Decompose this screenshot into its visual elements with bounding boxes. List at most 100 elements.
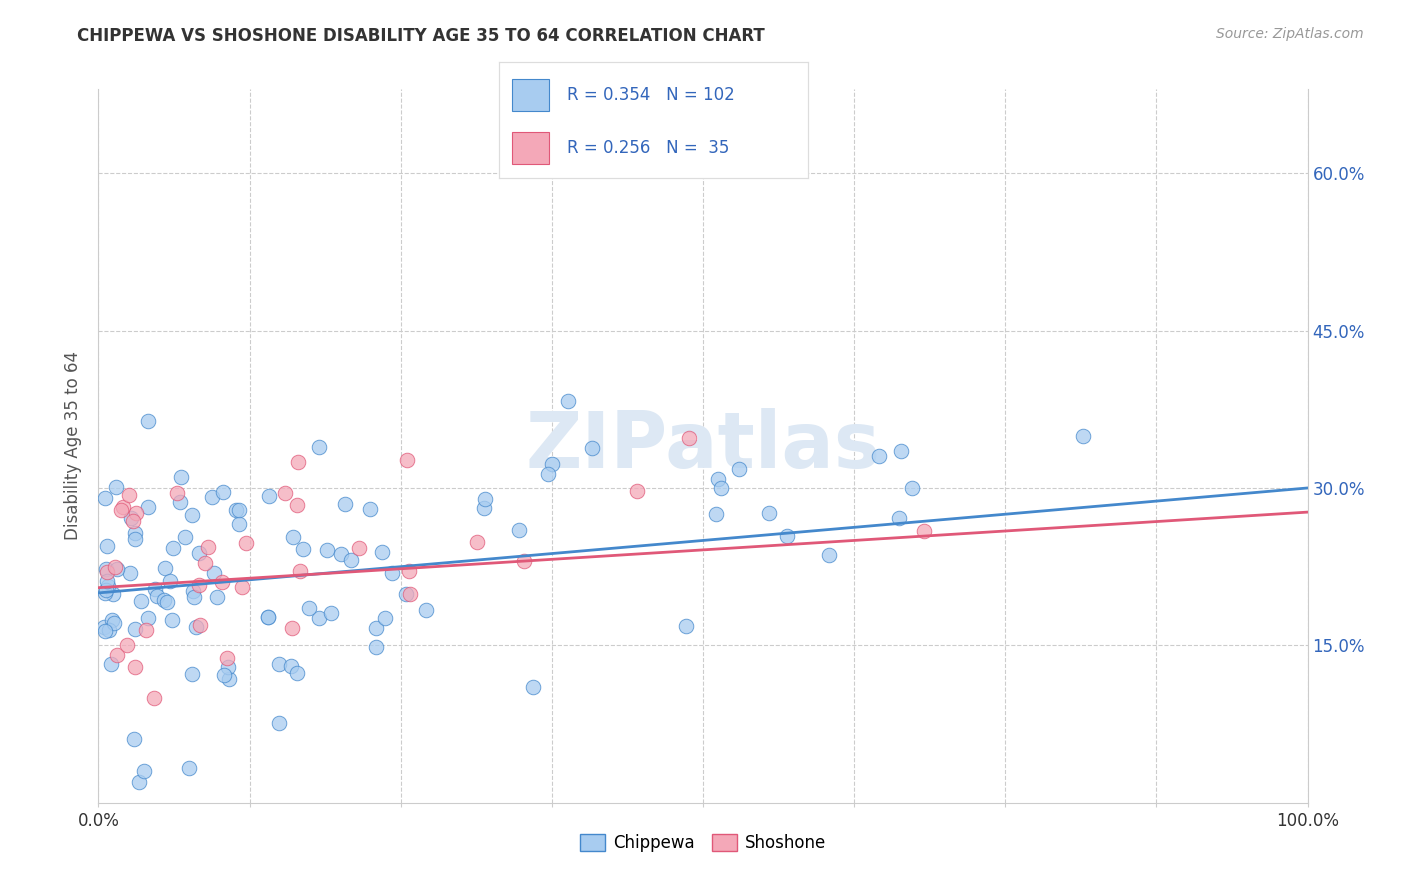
Chippewa [156, 594, 179, 608]
Chippewa [269, 657, 291, 671]
Chippewa [153, 561, 176, 575]
Chippewa [136, 414, 159, 428]
Chippewa [333, 497, 356, 511]
Chippewa [181, 583, 204, 598]
Chippewa [162, 541, 184, 555]
Chippewa [522, 680, 544, 694]
Chippewa [675, 619, 697, 633]
Bar [512, 78, 548, 112]
Chippewa [364, 640, 387, 654]
Shoshone [125, 507, 148, 521]
Chippewa [225, 502, 247, 516]
Shoshone [105, 648, 128, 663]
Shoshone [347, 541, 370, 556]
Chippewa [818, 548, 841, 562]
Shoshone [104, 560, 127, 574]
Chippewa [124, 622, 146, 636]
Y-axis label: Disability Age 35 to 64: Disability Age 35 to 64 [65, 351, 83, 541]
Chippewa [890, 443, 912, 458]
Legend: Chippewa, Shoshone: Chippewa, Shoshone [574, 827, 832, 859]
Chippewa [508, 523, 530, 537]
Chippewa [100, 657, 122, 671]
Shoshone [231, 580, 253, 594]
Chippewa [105, 562, 128, 576]
Shoshone [215, 651, 238, 665]
Chippewa [96, 539, 118, 553]
Text: Source: ZipAtlas.com: Source: ZipAtlas.com [1216, 27, 1364, 41]
Chippewa [256, 610, 278, 624]
Chippewa [174, 530, 197, 544]
Chippewa [145, 582, 167, 596]
Chippewa [183, 590, 205, 604]
Chippewa [218, 672, 240, 686]
Chippewa [776, 528, 799, 542]
Shoshone [118, 488, 141, 502]
Shoshone [395, 453, 418, 467]
Chippewa [94, 624, 117, 639]
Chippewa [96, 574, 118, 589]
Shoshone [914, 524, 936, 538]
Chippewa [181, 667, 204, 681]
Chippewa [129, 594, 152, 608]
Chippewa [101, 587, 124, 601]
Shoshone [285, 499, 308, 513]
Chippewa [132, 764, 155, 779]
Chippewa [758, 506, 780, 520]
Chippewa [472, 500, 495, 515]
Chippewa [540, 457, 562, 471]
Shoshone [235, 536, 257, 550]
Chippewa [330, 547, 353, 561]
Shoshone [287, 454, 309, 468]
Shoshone [211, 575, 233, 590]
Text: ZIPatlas: ZIPatlas [526, 408, 880, 484]
Shoshone [112, 500, 135, 514]
Chippewa [94, 562, 117, 576]
Shoshone [398, 587, 420, 601]
Shoshone [513, 554, 536, 568]
Chippewa [169, 494, 191, 508]
Chippewa [474, 492, 496, 507]
Text: R = 0.354   N = 102: R = 0.354 N = 102 [567, 86, 735, 103]
Chippewa [93, 491, 115, 505]
Chippewa [308, 611, 330, 625]
Chippewa [319, 606, 342, 620]
Chippewa [212, 668, 235, 682]
Chippewa [280, 659, 302, 673]
Chippewa [581, 441, 603, 455]
Chippewa [146, 590, 169, 604]
Chippewa [124, 525, 146, 540]
Chippewa [153, 593, 176, 607]
Chippewa [184, 620, 207, 634]
Chippewa [160, 613, 183, 627]
Text: R = 0.256   N =  35: R = 0.256 N = 35 [567, 139, 730, 157]
Chippewa [177, 761, 200, 775]
Shoshone [121, 514, 143, 528]
Chippewa [181, 508, 204, 522]
Chippewa [381, 566, 404, 581]
Chippewa [228, 502, 250, 516]
Chippewa [170, 470, 193, 484]
Chippewa [415, 603, 437, 617]
Bar [512, 132, 548, 164]
Chippewa [340, 552, 363, 566]
Shoshone [626, 484, 648, 499]
Chippewa [96, 579, 118, 593]
Chippewa [124, 532, 146, 546]
Chippewa [93, 620, 115, 634]
Shoshone [135, 623, 157, 637]
Chippewa [900, 481, 922, 495]
Chippewa [120, 566, 142, 580]
Chippewa [101, 613, 124, 627]
Chippewa [710, 481, 733, 495]
Shoshone [194, 556, 217, 570]
Chippewa [259, 489, 281, 503]
Shoshone [288, 564, 311, 578]
Shoshone [398, 564, 420, 578]
Chippewa [138, 611, 160, 625]
Chippewa [228, 516, 250, 531]
Chippewa [887, 511, 910, 525]
Shoshone [188, 618, 211, 632]
Chippewa [359, 502, 381, 516]
Chippewa [202, 566, 225, 580]
Chippewa [269, 715, 291, 730]
